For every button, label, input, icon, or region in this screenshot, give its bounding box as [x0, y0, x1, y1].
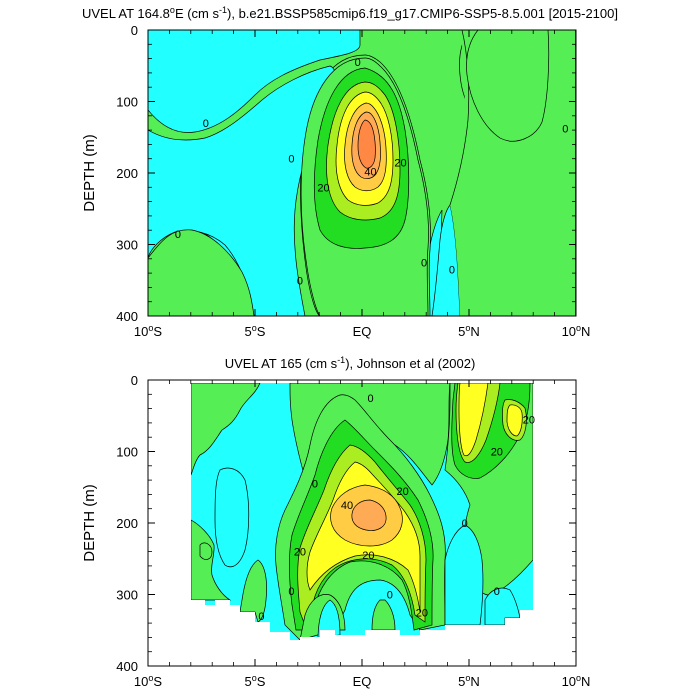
contour-label: 0 — [449, 265, 455, 277]
panel-bottom-ylabel: DEPTH (m) — [81, 484, 98, 562]
contour-label: 20 — [523, 414, 535, 426]
x-tick-label: 5oS — [245, 323, 266, 339]
contour-label: 0 — [258, 611, 264, 623]
contour-label: 0 — [175, 229, 181, 241]
y-tick-label: 0 — [131, 373, 138, 388]
contour-fill-bottom — [191, 383, 533, 640]
contour-label: 20 — [362, 550, 374, 562]
x-tick-label: EQ — [353, 674, 372, 689]
x-tick-label: 10oS — [134, 673, 162, 689]
contour-label: 0 — [367, 393, 373, 405]
y-tick-label: 400 — [116, 659, 138, 674]
contour-labels-top: 0 0 0 0 0 0 0 0 20 20 40 — [175, 57, 568, 287]
contour-label: 20 — [416, 607, 428, 619]
contour-label: 0 — [387, 590, 393, 602]
y-tick-label: 0 — [131, 23, 138, 38]
panel-top: UVEL AT 164.8oE (cm s-1), b.e21.BSSP585c… — [81, 5, 618, 339]
y-tick-label: 400 — [116, 309, 138, 324]
contour-label: 0 — [297, 275, 303, 287]
x-tick-label: 10oN — [562, 323, 591, 339]
contour-label: 0 — [203, 118, 209, 130]
contour-labels-bottom: 0 0 0 0 0 0 0 20 20 20 20 20 20 40 — [258, 393, 535, 623]
contour-label: 20 — [294, 547, 306, 559]
contour-label: 20 — [394, 157, 406, 169]
contour-label: 0 — [462, 518, 468, 530]
contour-label: 20 — [397, 486, 409, 498]
y-tick-label: 300 — [116, 588, 138, 603]
contour-label: 20 — [491, 447, 503, 459]
x-tick-label: 5oS — [245, 673, 266, 689]
panel-bottom: UVEL AT 165 (cm s-1), Johnson et al (200… — [81, 355, 590, 689]
contour-label: 0 — [562, 124, 568, 136]
contour-label: 40 — [341, 500, 353, 512]
contour-label: 20 — [317, 182, 329, 194]
x-tick-label: EQ — [353, 324, 372, 339]
y-tick-label: 100 — [116, 95, 138, 110]
contour-label: 0 — [355, 57, 361, 69]
contour-label: 0 — [494, 586, 500, 598]
x-tick-label: 10oN — [562, 673, 591, 689]
contour-label: 0 — [421, 257, 427, 269]
x-tick-label: 10oS — [134, 323, 162, 339]
panel-bottom-title: UVEL AT 165 (cm s-1), Johnson et al (200… — [225, 355, 476, 371]
panel-top-ylabel: DEPTH (m) — [81, 134, 98, 212]
panel-top-title: UVEL AT 164.8oE (cm s-1), b.e21.BSSP585c… — [82, 5, 618, 21]
x-tick-label: 5oN — [458, 323, 480, 339]
contour-label: 0 — [288, 586, 294, 598]
contour-label: 40 — [364, 167, 376, 179]
y-tick-label: 200 — [116, 516, 138, 531]
y-tick-label: 200 — [116, 166, 138, 181]
x-tick-label: 5oN — [458, 673, 480, 689]
y-tick-label: 300 — [116, 238, 138, 253]
contour-label: 0 — [312, 479, 318, 491]
y-tick-label: 100 — [116, 445, 138, 460]
contour-overlay-top — [148, 30, 575, 316]
contour-label: 0 — [288, 154, 294, 166]
